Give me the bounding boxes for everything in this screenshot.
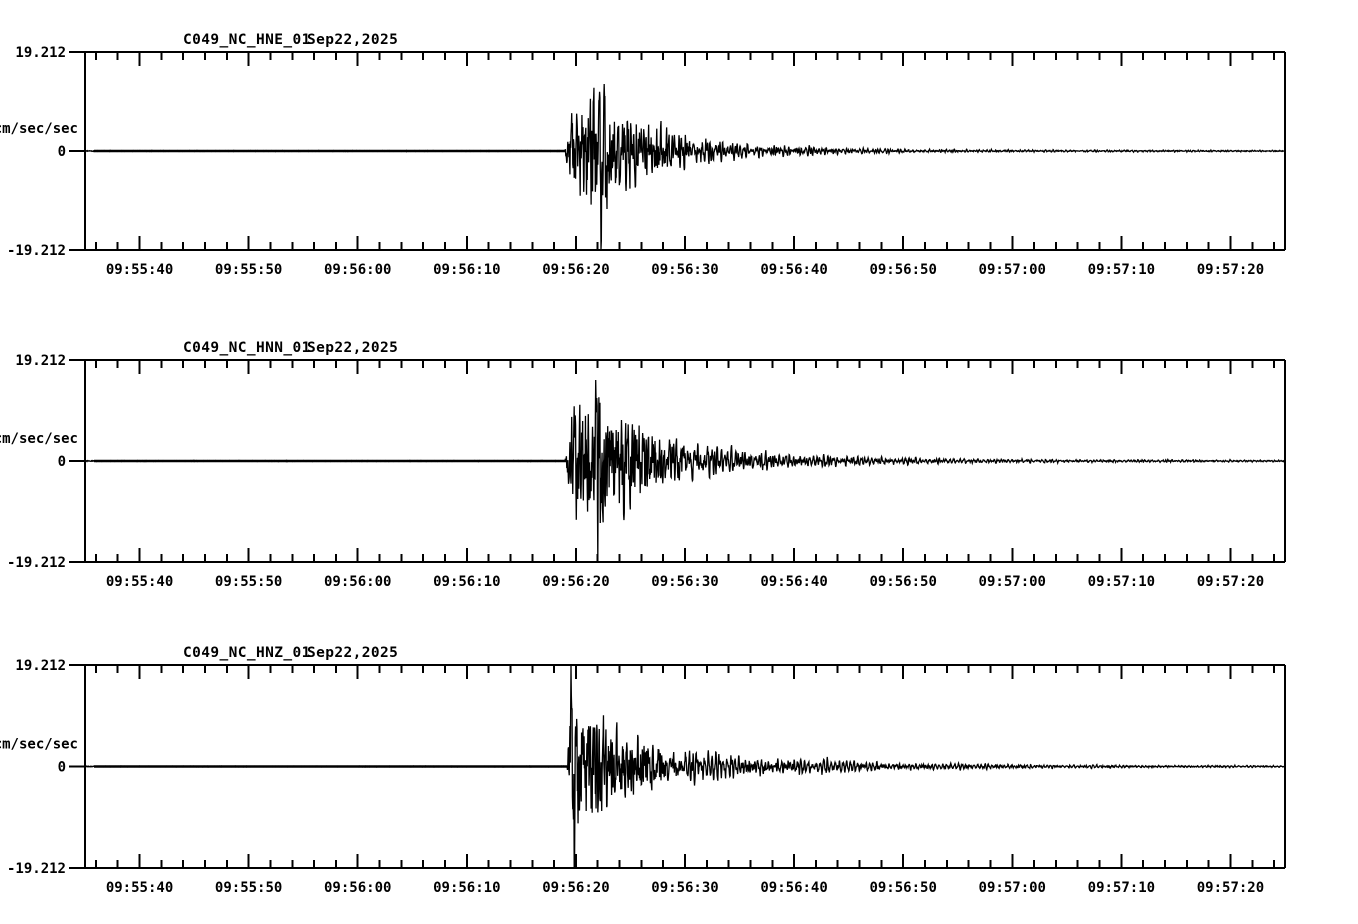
y-tick-label-max: 19.212 bbox=[15, 353, 66, 369]
x-tick-label: 09:57:00 bbox=[979, 880, 1046, 896]
x-tick-label: 09:57:10 bbox=[1088, 262, 1155, 278]
x-tick-label: 09:56:20 bbox=[542, 574, 609, 590]
panel-date: Sep22,2025 bbox=[307, 32, 398, 48]
waveform-trace bbox=[84, 379, 1286, 562]
y-axis-unit-label: cm/sec/sec bbox=[0, 431, 78, 447]
x-tick-label: 09:57:20 bbox=[1197, 880, 1264, 896]
x-tick-label: 09:57:10 bbox=[1088, 880, 1155, 896]
panel-date: Sep22,2025 bbox=[307, 645, 398, 661]
waveform-trace bbox=[84, 665, 1286, 868]
x-tick-label: 09:56:40 bbox=[760, 574, 827, 590]
x-tick-label: 09:55:50 bbox=[215, 574, 282, 590]
y-tick-label-min: -19.212 bbox=[7, 555, 66, 571]
y-tick-label-max: 19.212 bbox=[15, 45, 66, 61]
x-tick-label: 09:56:20 bbox=[542, 262, 609, 278]
waveform-trace bbox=[84, 83, 1286, 250]
x-tick-label: 09:57:00 bbox=[979, 262, 1046, 278]
panel-title: C049_NC_HNN_01 bbox=[183, 340, 311, 356]
x-tick-label: 09:56:00 bbox=[324, 880, 391, 896]
y-tick-label-zero: 0 bbox=[58, 144, 66, 160]
x-tick-label: 09:56:50 bbox=[869, 574, 936, 590]
y-tick-label-max: 19.212 bbox=[15, 658, 66, 674]
x-tick-label: 09:55:50 bbox=[215, 262, 282, 278]
y-tick-label-min: -19.212 bbox=[7, 861, 66, 877]
x-tick-label: 09:55:50 bbox=[215, 880, 282, 896]
x-tick-label: 09:56:30 bbox=[651, 880, 718, 896]
x-tick-label: 09:56:10 bbox=[433, 880, 500, 896]
x-tick-label: 09:56:40 bbox=[760, 880, 827, 896]
y-tick-label-zero: 0 bbox=[58, 454, 66, 470]
panel-title: C049_NC_HNE_01 bbox=[183, 32, 311, 48]
panel-date: Sep22,2025 bbox=[307, 340, 398, 356]
x-tick-label: 09:56:30 bbox=[651, 262, 718, 278]
x-tick-label: 09:57:00 bbox=[979, 574, 1046, 590]
x-tick-label: 09:57:20 bbox=[1197, 574, 1264, 590]
x-tick-label: 09:56:20 bbox=[542, 880, 609, 896]
x-tick-label: 09:56:00 bbox=[324, 574, 391, 590]
x-tick-label: 09:56:40 bbox=[760, 262, 827, 278]
y-tick-label-min: -19.212 bbox=[7, 243, 66, 259]
x-tick-label: 09:56:30 bbox=[651, 574, 718, 590]
x-tick-label: 09:55:40 bbox=[106, 262, 173, 278]
x-tick-label: 09:57:10 bbox=[1088, 574, 1155, 590]
x-tick-label: 09:56:50 bbox=[869, 262, 936, 278]
x-tick-label: 09:56:50 bbox=[869, 880, 936, 896]
x-tick-label: 09:55:40 bbox=[106, 574, 173, 590]
x-tick-label: 09:57:20 bbox=[1197, 262, 1264, 278]
y-axis-unit-label: cm/sec/sec bbox=[0, 737, 78, 753]
x-tick-label: 09:55:40 bbox=[106, 880, 173, 896]
x-tick-label: 09:56:10 bbox=[433, 262, 500, 278]
y-tick-label-zero: 0 bbox=[58, 760, 66, 776]
panel-title: C049_NC_HNZ_01 bbox=[183, 645, 311, 661]
x-tick-label: 09:56:10 bbox=[433, 574, 500, 590]
y-axis-unit-label: cm/sec/sec bbox=[0, 121, 78, 137]
x-tick-label: 09:56:00 bbox=[324, 262, 391, 278]
